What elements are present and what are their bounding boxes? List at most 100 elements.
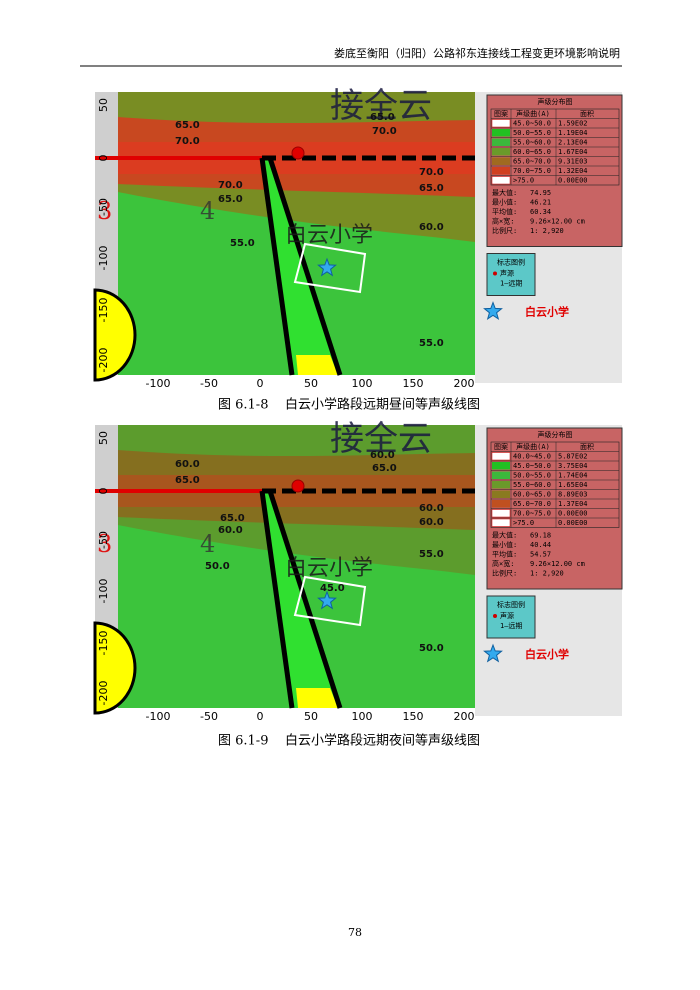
contour-label: 65.0 xyxy=(372,463,397,474)
contour-label: 65.0 xyxy=(218,194,243,205)
yellow-semicircle xyxy=(93,288,137,382)
legend-stat-name: 平均值: xyxy=(492,550,517,559)
contour-label: 70.0 xyxy=(175,136,200,147)
legend-area: 9.31E03 xyxy=(558,157,588,165)
x-tick-label: 150 xyxy=(403,377,424,390)
legend-level: >75.0 xyxy=(513,519,534,527)
contour-label: 70.0 xyxy=(218,180,243,191)
y-tick-label: 50 xyxy=(97,431,110,445)
source-point xyxy=(291,479,305,493)
y-tick-label: -50 xyxy=(97,198,110,216)
school-outline xyxy=(293,575,367,627)
overlay-text: 接全云 xyxy=(330,419,432,459)
overlay-text: 4 xyxy=(200,197,215,225)
legend-column: 面积 xyxy=(580,109,594,118)
legend-stat-value: 1: 2,920 xyxy=(530,227,564,235)
legend-level: 65.0~70.0 xyxy=(513,157,551,165)
legend-table xyxy=(490,441,620,528)
legend-level: >75.0 xyxy=(513,176,534,184)
legend-column: 图案 xyxy=(494,109,508,118)
legend-level: 50.0~55.0 xyxy=(513,129,551,137)
marker-item: 1—远期 xyxy=(500,280,522,288)
legend-swatch xyxy=(492,157,510,165)
yellow-semicircle xyxy=(93,621,137,715)
marker-legend-title: 标志图例 xyxy=(497,258,525,267)
legend-stat-name: 高×宽: xyxy=(492,559,514,568)
legend-swatch xyxy=(491,509,511,518)
legend-swatch xyxy=(491,119,511,128)
contour-label: 45.0 xyxy=(320,583,345,594)
y-tick-label: 0 xyxy=(97,155,110,162)
contour-label: 60.0 xyxy=(419,517,444,528)
legend-swatch xyxy=(491,452,511,461)
legend-area: 8.89E03 xyxy=(558,490,588,498)
y-tick-label: -200 xyxy=(97,348,110,373)
yellow-zone xyxy=(296,688,338,708)
legend-stat-name: 比例尺: xyxy=(492,226,517,235)
legend-swatch xyxy=(492,500,510,508)
legend-swatch xyxy=(492,481,510,489)
legend-level: 60.0~65.0 xyxy=(513,490,551,498)
contour-label: 65.0 xyxy=(220,513,245,524)
legend-area: 1.32E04 xyxy=(558,167,588,175)
legend-level: 70.0~75.0 xyxy=(513,509,551,517)
road-left xyxy=(259,157,295,376)
y-tick-label: 50 xyxy=(97,98,110,112)
x-tick-label: 200 xyxy=(454,377,475,390)
y-tick-label: -200 xyxy=(97,681,110,706)
legend-area: 5.87E02 xyxy=(558,452,588,460)
legend-level: 55.0~60.0 xyxy=(513,481,551,489)
caption-number: 图 6.1-8 xyxy=(218,398,268,413)
legend-swatch xyxy=(492,167,510,175)
overlay-text: 白云小学 xyxy=(285,556,373,581)
star xyxy=(317,257,337,277)
legend-stat-value: 74.95 xyxy=(530,189,551,197)
legend-area: 3.75E04 xyxy=(558,462,588,470)
contour-label: 70.0 xyxy=(372,126,397,137)
x-tick-label: -100 xyxy=(146,710,171,723)
legend-level: 40.0~45.0 xyxy=(513,452,551,460)
caption-text: 白云小学路段远期夜间等声级线图 xyxy=(285,733,480,749)
legend-level: 50.0~55.0 xyxy=(513,471,551,479)
legend-column: 面积 xyxy=(580,442,594,451)
y-tick-label: -50 xyxy=(97,531,110,549)
legend-title: 声级分布图 xyxy=(538,97,573,106)
legend-area: 1.74E04 xyxy=(558,471,588,479)
marker-dot xyxy=(493,614,497,618)
y-tick-label: 0 xyxy=(97,488,110,495)
legend-title: 声级分布图 xyxy=(538,430,573,439)
y-tick-label: -100 xyxy=(97,246,110,271)
legend-stat-value: 40.44 xyxy=(530,541,551,549)
legend-stat-value: 46.21 xyxy=(530,199,551,207)
marker-item: 1—远期 xyxy=(500,622,522,630)
x-tick-label: 50 xyxy=(304,377,318,390)
contour-label: 65.0 xyxy=(419,183,444,194)
legend-area: 1.65E04 xyxy=(558,481,588,489)
contour-label: 50.0 xyxy=(205,561,230,572)
page-number: 78 xyxy=(348,926,362,939)
marker-dot xyxy=(493,271,497,276)
caption-text: 白云小学路段远期昼间等声级线图 xyxy=(285,397,480,413)
legend-swatch xyxy=(491,176,511,185)
x-tick-label: 200 xyxy=(454,710,475,723)
legend-area: 1.59E02 xyxy=(558,119,588,127)
x-tick-label: -50 xyxy=(200,377,218,390)
legend-swatch xyxy=(491,518,511,527)
legend-area: 0.00E00 xyxy=(558,176,588,184)
contour-label: 55.0 xyxy=(230,238,255,249)
contour-label: 55.0 xyxy=(419,549,444,560)
contour-label: 60.0 xyxy=(175,459,200,470)
legend-swatch xyxy=(492,462,510,470)
yellow-zone xyxy=(296,355,338,375)
y-tick-label: -150 xyxy=(97,298,110,323)
road-left xyxy=(259,490,295,709)
marker-legend-title: 标志图例 xyxy=(497,600,525,609)
legend-column: 声级曲(A) xyxy=(516,109,550,118)
marker-item: 声源 xyxy=(500,269,514,278)
road-right xyxy=(267,157,343,376)
contour-label: 55.0 xyxy=(419,338,444,349)
contour-label: 50.0 xyxy=(419,643,444,654)
